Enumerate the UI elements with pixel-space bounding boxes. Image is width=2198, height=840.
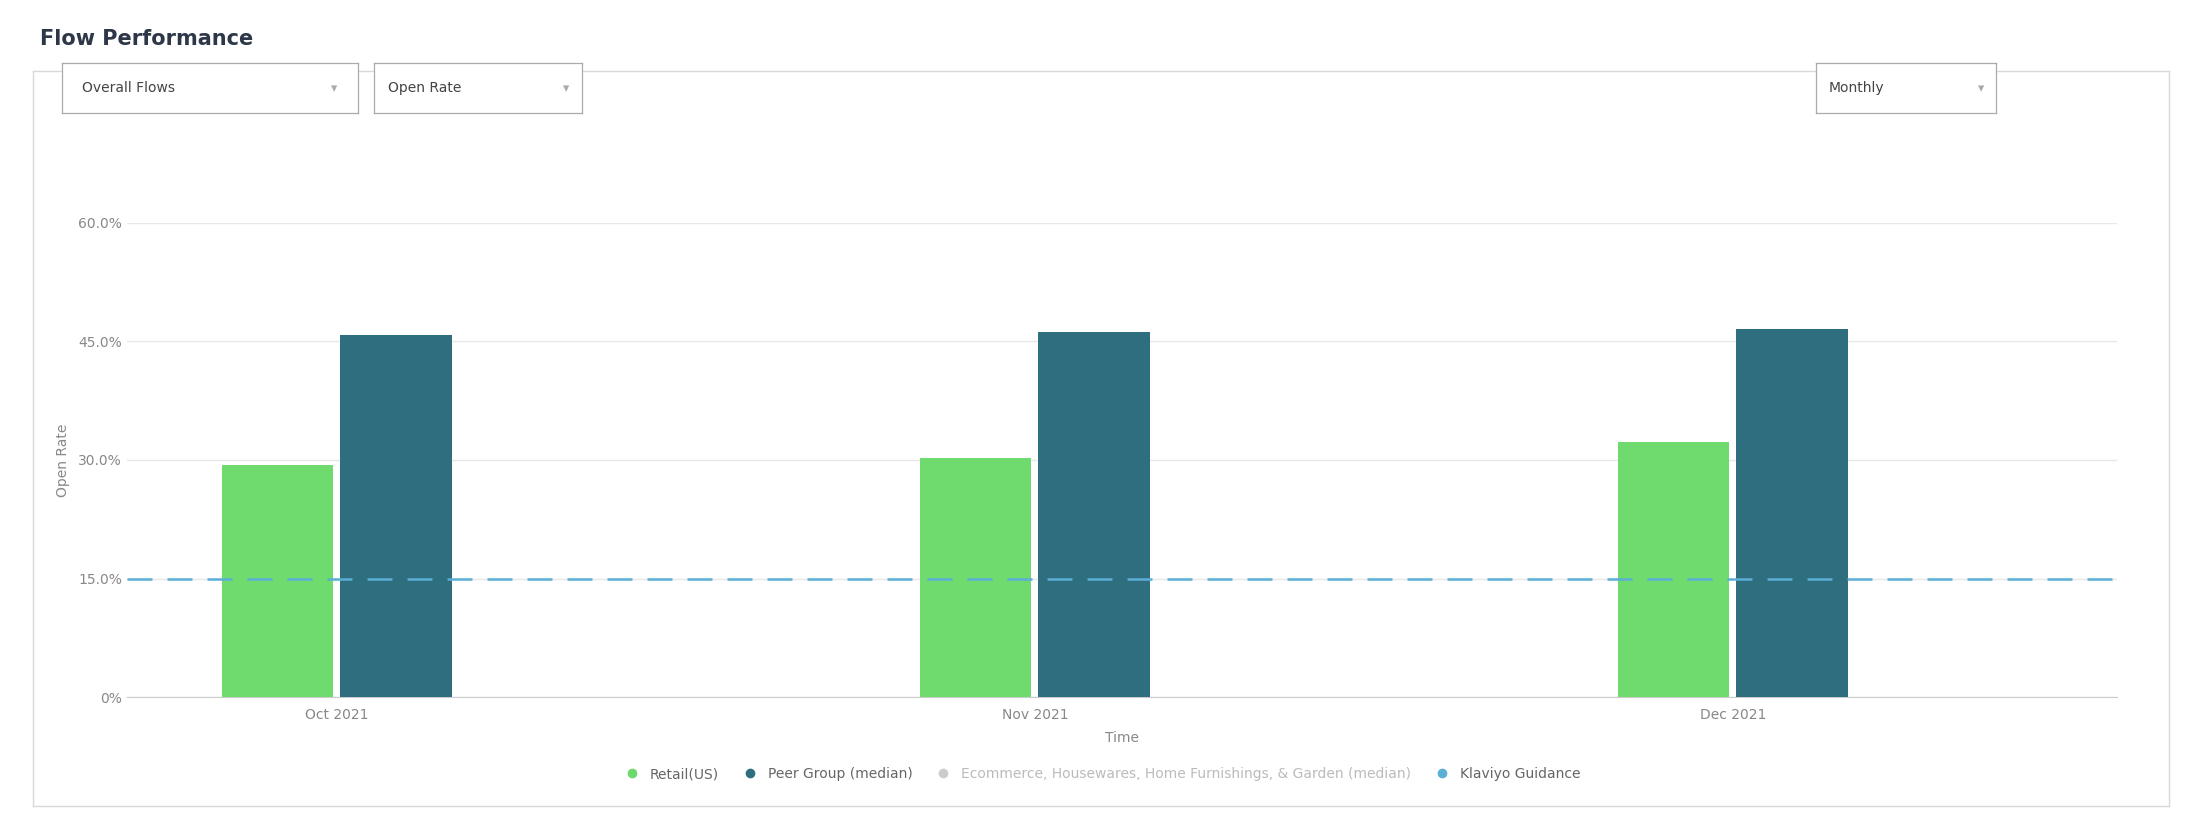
Y-axis label: Open Rate: Open Rate bbox=[55, 423, 70, 496]
Bar bbox=[1618, 442, 1730, 697]
Legend: Retail(US), Peer Group (median), Ecommerce, Housewares, Home Furnishings, & Gard: Retail(US), Peer Group (median), Ecommer… bbox=[613, 762, 1585, 787]
Bar bbox=[222, 465, 334, 697]
Text: Flow Performance: Flow Performance bbox=[40, 29, 253, 50]
Text: ▾: ▾ bbox=[1978, 81, 1985, 95]
X-axis label: Time: Time bbox=[1106, 731, 1139, 744]
Text: ▾: ▾ bbox=[563, 81, 569, 95]
Text: Open Rate: Open Rate bbox=[389, 81, 462, 95]
Bar bbox=[919, 459, 1031, 697]
Text: Overall Flows: Overall Flows bbox=[81, 81, 176, 95]
Text: Monthly: Monthly bbox=[1829, 81, 1884, 95]
Bar bbox=[1037, 332, 1150, 697]
Bar bbox=[341, 335, 453, 697]
Text: ▾: ▾ bbox=[332, 81, 338, 95]
Bar bbox=[1736, 329, 1849, 697]
